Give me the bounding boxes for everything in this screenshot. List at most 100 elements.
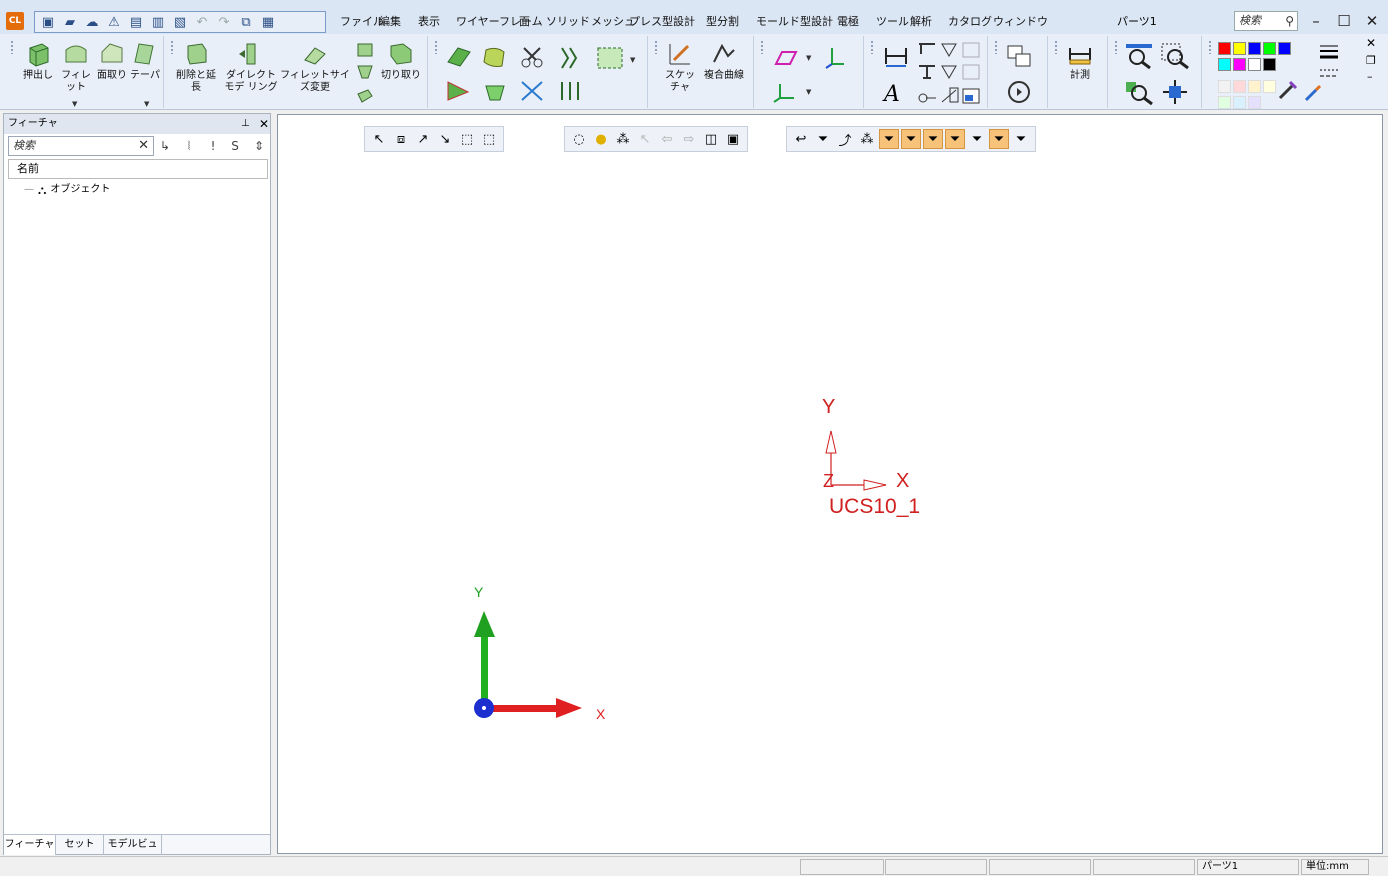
calendar-icon[interactable]: ▦ — [261, 14, 275, 30]
filter-point-icon[interactable]: ⏷ — [989, 129, 1009, 149]
ribbon-minimize-icon[interactable]: – — [1367, 70, 1373, 83]
view-cube-icon[interactable]: ◫ — [704, 131, 718, 147]
surface-sweep-icon[interactable] — [444, 44, 474, 70]
draft-face-icon[interactable] — [354, 62, 376, 82]
maximize-button[interactable]: ☐ — [1337, 12, 1351, 30]
menu-catalog[interactable]: カタログ — [948, 15, 992, 28]
offset-face-icon[interactable] — [354, 40, 376, 60]
select-window-icon[interactable]: ⬚ — [460, 131, 474, 147]
prev-view-icon[interactable]: ⇦ — [661, 131, 673, 147]
toolbar-grip[interactable] — [760, 40, 764, 54]
extrude-button[interactable]: 押出し — [20, 40, 56, 82]
color-swatch[interactable] — [1218, 42, 1231, 55]
chevron-down-icon[interactable]: ▼ — [806, 88, 812, 96]
paint-brush-icon[interactable] — [1302, 84, 1324, 104]
filter-curve-icon[interactable]: ⏷ — [901, 129, 921, 149]
filter-text-icon[interactable]: ⏷ — [971, 131, 983, 147]
global-search-input[interactable]: 検索 ⚲ — [1234, 11, 1298, 31]
warning-tool-icon[interactable]: ⚠ — [108, 14, 120, 30]
scissors-icon[interactable] — [518, 44, 546, 70]
sketcher-button[interactable]: スケッチャ — [662, 40, 698, 94]
graphics-viewport[interactable]: ↖ ⧈ ↗ ↘ ⬚ ⬚ ◌ ● ⁂ ↖ ⇦ ⇨ ◫ ▣ ↩ ⏷ ⤴ ⁂ ⏷ ⏷ … — [277, 114, 1383, 854]
panel-search-input[interactable]: 検索 ✕ — [8, 136, 154, 156]
chamfer-button[interactable]: 面取り — [94, 40, 130, 82]
app-logo[interactable]: CL — [6, 12, 24, 30]
filter-surface-icon[interactable]: ⏷ — [879, 129, 899, 149]
color-swatch[interactable] — [1233, 42, 1246, 55]
panel-close-icon[interactable]: ✕ — [259, 117, 270, 131]
menu-file[interactable]: ファイル — [340, 15, 384, 28]
select-remove-icon[interactable]: ↘ — [439, 131, 451, 147]
undo-select-icon[interactable]: ↩ — [795, 131, 807, 147]
ribbon-restore-icon[interactable]: ❐ — [1366, 54, 1376, 67]
regenerate-icon[interactable] — [1004, 78, 1034, 106]
delete-extend-button[interactable]: 削除と延長 — [172, 40, 220, 94]
close-document-icon[interactable]: ▧ — [173, 14, 187, 30]
chevron-down-icon[interactable]: ▼ — [630, 56, 636, 64]
select-box-icon[interactable]: ⧈ — [396, 131, 406, 147]
rib-icon[interactable] — [556, 44, 584, 70]
toolbar-grip[interactable] — [654, 40, 658, 54]
move-face-icon[interactable] — [354, 86, 376, 106]
menu-mold-design[interactable]: モールド型設計 — [756, 15, 833, 28]
open-folder-icon[interactable]: ▰ — [65, 14, 75, 30]
extend-surface-icon[interactable] — [556, 78, 584, 104]
menu-window[interactable]: ウィンドウ — [993, 15, 1048, 28]
filter-plane-icon[interactable]: ⏷ — [945, 129, 965, 149]
toolbar-grip[interactable] — [1054, 40, 1058, 54]
eyedropper-icon[interactable] — [1276, 80, 1298, 100]
tab-set[interactable]: セット — [56, 835, 104, 855]
zoom-dynamic-icon[interactable] — [1124, 78, 1154, 106]
filter-multi-icon[interactable]: ⁂ — [860, 131, 874, 147]
menu-tools[interactable]: ツール — [876, 15, 909, 28]
zoom-window-icon[interactable] — [1160, 42, 1190, 70]
ucs-icon[interactable] — [772, 80, 800, 104]
plane-icon[interactable] — [772, 46, 800, 70]
save-icon[interactable]: ▣ — [41, 14, 55, 30]
color-swatch-light[interactable] — [1263, 80, 1276, 93]
fillet-button[interactable]: フィレット — [58, 40, 94, 94]
color-swatch-light[interactable] — [1248, 80, 1261, 93]
tree-arrow-icon[interactable]: ↳ — [159, 139, 171, 153]
color-swatch[interactable] — [1248, 58, 1261, 71]
render-mode-icon[interactable]: ▣ — [726, 131, 740, 147]
color-swatch-light[interactable] — [1248, 96, 1261, 109]
exclamation-icon[interactable]: ! — [210, 139, 216, 153]
disabled-tool-icon[interactable] — [960, 62, 982, 82]
text-icon[interactable]: A — [884, 82, 900, 107]
close-button[interactable]: ✕ — [1365, 12, 1379, 30]
composite-curve-button[interactable]: 複合曲線 — [700, 40, 748, 82]
next-view-icon[interactable]: ⇨ — [683, 131, 695, 147]
select-add-icon[interactable]: ↗ — [417, 131, 429, 147]
select-disabled-icon[interactable]: ↖ — [639, 131, 651, 147]
toolbar-grip[interactable] — [1208, 40, 1212, 54]
ordinate-dim-icon[interactable] — [916, 40, 938, 60]
flag-surface-icon[interactable] — [444, 78, 474, 104]
menu-parting[interactable]: 型分割 — [706, 15, 739, 28]
filter-edge-icon[interactable]: ⏷ — [923, 129, 943, 149]
menu-electrode[interactable]: 電極 — [837, 15, 859, 28]
fillet-resize-button[interactable]: フィレットサイズ変更 — [280, 40, 350, 94]
geom-tolerance-icon[interactable] — [938, 40, 960, 60]
color-swatch[interactable] — [1278, 42, 1291, 55]
color-swatch[interactable] — [1263, 42, 1276, 55]
line-weight-icon[interactable] — [1318, 42, 1340, 62]
datum-icon[interactable] — [916, 62, 938, 82]
bounding-box-icon[interactable] — [594, 44, 626, 72]
direct-modeling-button[interactable]: ダイレクトモデ リング — [224, 40, 278, 94]
document-icon[interactable]: ▥ — [151, 14, 165, 30]
lightbulb-on-icon[interactable]: ● — [595, 131, 607, 147]
color-swatch[interactable] — [1233, 58, 1246, 71]
menu-press-design[interactable]: プレス型設計 — [629, 15, 695, 28]
taper-button[interactable]: テーパ — [130, 40, 160, 82]
axis-pick-icon[interactable] — [824, 44, 848, 70]
ucs-symbol[interactable]: Y X Z UCS10_1 — [808, 385, 1008, 525]
menu-solid[interactable]: ソリッド — [546, 15, 590, 28]
filter-icon[interactable]: ⏷ — [817, 131, 829, 147]
menu-edit[interactable]: 編集 — [379, 15, 401, 28]
search-icon[interactable]: ⚲ — [1285, 14, 1294, 28]
toolbar-grip[interactable] — [10, 40, 14, 54]
color-swatch[interactable] — [1248, 42, 1261, 55]
menu-analysis[interactable]: 解析 — [910, 15, 932, 28]
ribbon-close-icon[interactable]: ✕ — [1366, 36, 1377, 50]
